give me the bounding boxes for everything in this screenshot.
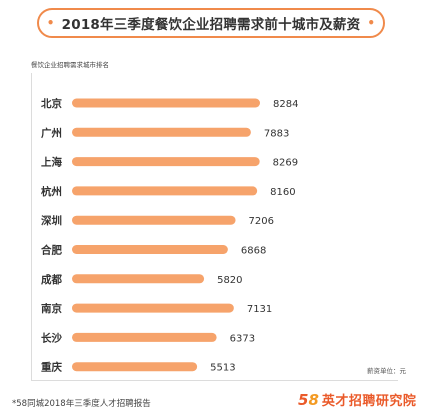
brand-digit-5: 5 [298,390,309,409]
category-label: 南京 [41,302,62,315]
bar [72,98,260,108]
category-label: 长沙 [41,331,62,344]
title-text: 2018年三季度餐饮企业招聘需求前十城市及薪资 [61,17,361,33]
value-label: 8284 [273,99,298,110]
bar [72,186,258,196]
category-label: 北京 [41,97,62,110]
category-label: 合肥 [40,244,62,257]
bar [72,157,260,167]
brand-logo: 58 英才招聘研究院 [298,390,417,410]
value-label: 5820 [217,275,242,286]
chart-subtitle: 餐饮企业招聘需求城市排名 [31,61,109,69]
value-label: 5513 [210,363,235,374]
value-label: 7883 [264,128,289,139]
value-label: 7131 [247,304,272,315]
bar [72,274,205,284]
brand-number: 58 [298,391,319,409]
category-label: 深圳 [41,214,62,227]
title-dot-left: • [46,16,55,30]
bar [72,303,234,313]
value-label: 8269 [273,158,298,169]
category-label: 重庆 [41,361,62,374]
bar [72,127,251,137]
bar [72,245,228,254]
category-label: 杭州 [41,185,62,198]
source-note: *58同城2018年三季度人才招聘报告 [12,399,151,409]
chart-frame [31,73,398,381]
value-label: 6373 [230,333,255,344]
category-label: 上海 [41,156,62,169]
value-label: 7206 [249,216,274,227]
value-label: 6868 [241,246,266,257]
chart-title: • 2018年三季度餐饮企业招聘需求前十城市及薪资 • [37,8,385,38]
category-label: 广州 [41,126,62,139]
brand-name: 英才招聘研究院 [321,394,417,409]
category-label: 成都 [41,273,62,286]
bar [72,332,217,342]
unit-note: 薪资单位：元 [367,367,406,375]
value-label: 8160 [270,187,295,198]
bar [72,362,198,372]
brand-digit-8: 8 [308,390,319,409]
bar [72,215,236,225]
title-dot-right: • [367,16,376,30]
